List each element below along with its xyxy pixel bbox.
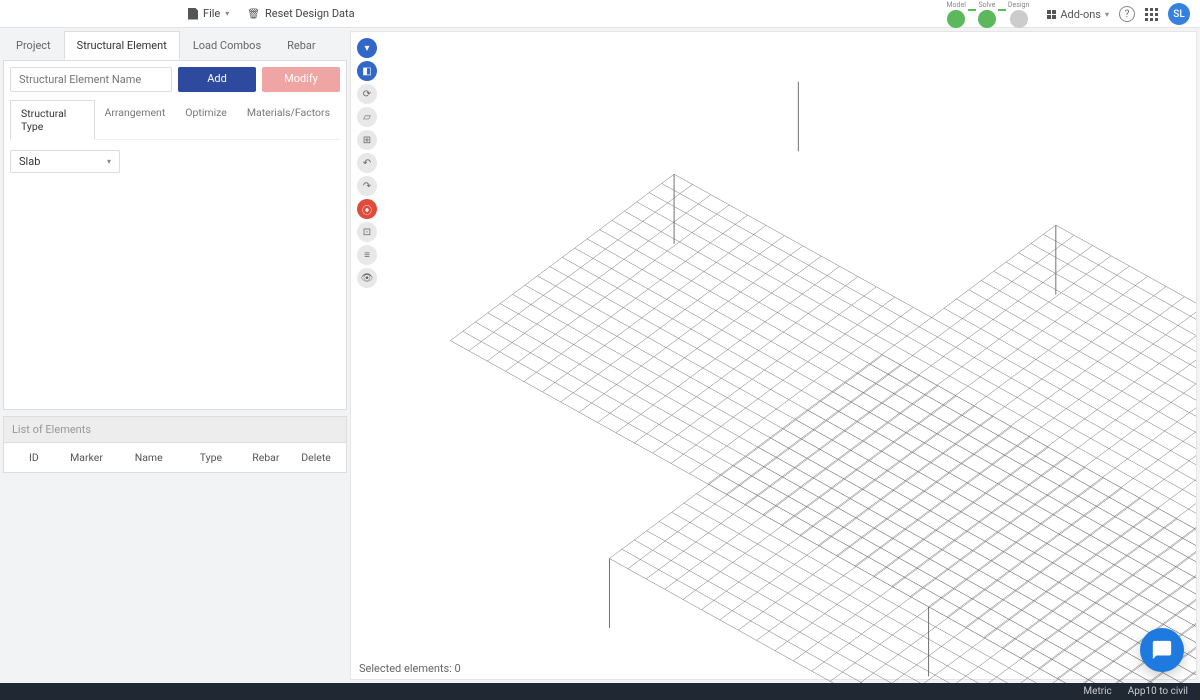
canvas-3d-viewport[interactable]: ▾ ◧ ⟳ ▱ ⊞ ↶ ↷ ⦿ ⊡ ≡ 👁 Selected elements: 0 xyxy=(350,31,1197,680)
chat-icon xyxy=(1151,639,1173,661)
viewport-tool-0[interactable]: ▾ xyxy=(357,38,377,58)
viewport-tool-3[interactable]: ▱ xyxy=(357,107,377,127)
trash-icon xyxy=(247,7,260,20)
tab-load-combos[interactable]: Load Combos xyxy=(180,31,274,60)
viewport-tool-10[interactable]: 👁 xyxy=(357,268,377,288)
main-tabs: ProjectStructural ElementLoad CombosReba… xyxy=(3,31,347,60)
apps-icon[interactable] xyxy=(1145,8,1158,21)
sidebar: ProjectStructural ElementLoad CombosReba… xyxy=(0,28,350,683)
bottombar: Metric App10 to civil xyxy=(0,683,1200,700)
chat-bubble[interactable] xyxy=(1140,628,1184,672)
col-delete: Delete xyxy=(292,451,340,464)
tab-structural-element[interactable]: Structural Element xyxy=(64,31,180,60)
mode-model[interactable]: Model xyxy=(946,1,965,28)
topbar: File ▾ Reset Design Data Model Solve Desig… xyxy=(0,0,1200,28)
col-name: Name xyxy=(115,451,182,464)
avatar[interactable]: SL xyxy=(1168,3,1190,25)
app-label[interactable]: App10 to civil xyxy=(1128,686,1188,697)
subtab-materials-factors[interactable]: Materials/Factors xyxy=(237,100,340,139)
structural-type-select[interactable]: Slab ▾ xyxy=(10,150,120,173)
tab-rebar[interactable]: Rebar xyxy=(274,31,329,60)
add-button[interactable]: Add xyxy=(178,67,256,92)
col-rebar: Rebar xyxy=(240,451,293,464)
col-id: ID xyxy=(10,451,58,464)
reset-design-data[interactable]: Reset Design Data xyxy=(247,7,354,20)
subtab-arrangement[interactable]: Arrangement xyxy=(95,100,176,139)
viewport-tool-1[interactable]: ◧ xyxy=(357,61,377,81)
file-menu[interactable]: File ▾ xyxy=(188,7,229,20)
reset-label: Reset Design Data xyxy=(265,7,355,20)
subtab-optimize[interactable]: Optimize xyxy=(175,100,237,139)
structural-mesh xyxy=(351,32,1196,683)
viewport-tool-7[interactable]: ⦿ xyxy=(357,199,377,219)
mode-solve[interactable]: Solve xyxy=(978,1,996,28)
structural-type-value: Slab xyxy=(19,155,40,168)
viewport-tool-6[interactable]: ↷ xyxy=(357,176,377,196)
list-of-elements-header: List of Elements xyxy=(3,416,347,443)
units-label[interactable]: Metric xyxy=(1083,686,1111,697)
subtab-structural-type[interactable]: Structural Type xyxy=(10,100,95,140)
help-icon[interactable]: ? xyxy=(1119,6,1135,22)
mode-design[interactable]: Design xyxy=(1008,1,1029,28)
element-name-input[interactable] xyxy=(10,67,172,92)
mode-group: Model Solve Design xyxy=(946,1,1029,28)
file-label: File xyxy=(203,7,220,20)
elements-table: IDMarkerNameTypeRebarDelete xyxy=(3,443,347,473)
viewport-tool-5[interactable]: ↶ xyxy=(357,153,377,173)
chevron-down-icon: ▾ xyxy=(225,9,229,18)
modify-button[interactable]: Modify xyxy=(262,67,340,92)
chevron-down-icon: ▾ xyxy=(1105,10,1109,19)
form-panel: Add Modify Structural TypeArrangementOpt… xyxy=(3,60,347,410)
viewport-tool-8[interactable]: ⊡ xyxy=(357,222,377,242)
viewport-status: Selected elements: 0 xyxy=(351,658,1196,679)
sub-tabs: Structural TypeArrangementOptimizeMateri… xyxy=(10,100,340,140)
col-marker: Marker xyxy=(58,451,115,464)
file-icon xyxy=(188,8,198,20)
addons-menu[interactable]: Add-ons ▾ xyxy=(1047,8,1109,21)
chevron-down-icon: ▾ xyxy=(107,157,111,166)
tab-project[interactable]: Project xyxy=(3,31,64,60)
viewport-tool-2[interactable]: ⟳ xyxy=(357,84,377,104)
viewport-tool-9[interactable]: ≡ xyxy=(357,245,377,265)
viewport-tool-4[interactable]: ⊞ xyxy=(357,130,377,150)
viewport-toolbar: ▾ ◧ ⟳ ▱ ⊞ ↶ ↷ ⦿ ⊡ ≡ 👁 xyxy=(357,38,377,288)
addons-label: Add-ons xyxy=(1060,8,1101,21)
col-type: Type xyxy=(182,451,239,464)
grid-icon xyxy=(1047,10,1056,19)
